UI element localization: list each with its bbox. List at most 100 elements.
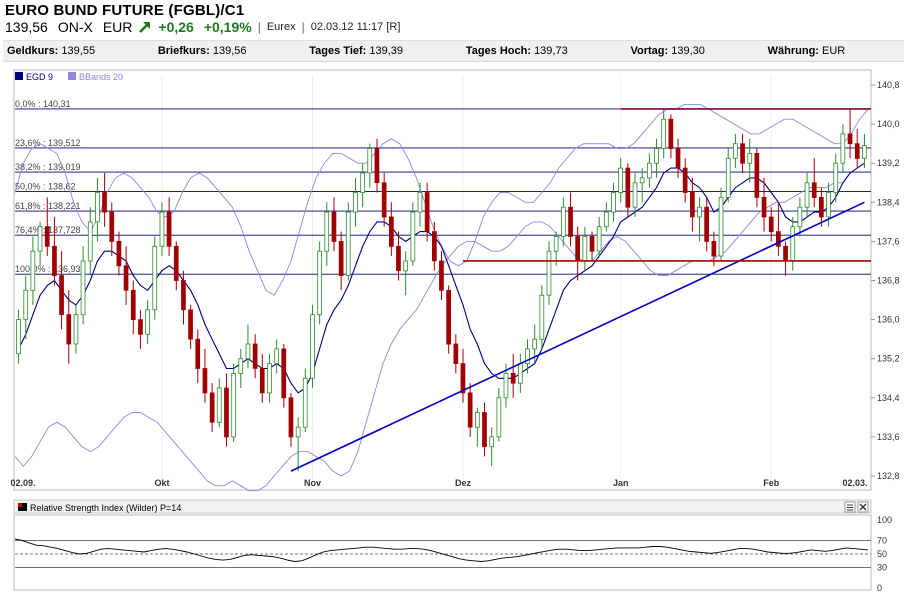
candle-body bbox=[116, 240, 122, 267]
candle-body bbox=[833, 162, 839, 193]
candle-body bbox=[331, 211, 337, 242]
rsi-y-tick-label: 0 bbox=[877, 583, 882, 593]
candle-body bbox=[138, 319, 143, 335]
last-price: 139,56 bbox=[5, 19, 48, 35]
fib-level-label: 100,0% : 136,93 bbox=[15, 264, 81, 274]
candle-body bbox=[589, 236, 595, 252]
y-tick-label: 140,0 bbox=[877, 119, 900, 129]
arrow-up-right-icon bbox=[138, 20, 152, 34]
candle-body bbox=[288, 397, 294, 438]
candle-body bbox=[639, 177, 645, 184]
candle-body bbox=[489, 436, 495, 448]
candle-body bbox=[654, 148, 659, 164]
rsi-y-tick-label: 50 bbox=[877, 549, 887, 559]
y-tick-label: 135,2 bbox=[877, 354, 900, 364]
candle-body bbox=[690, 192, 695, 218]
stat-currency: Währung: EUR bbox=[767, 45, 846, 57]
candle-body bbox=[181, 280, 186, 311]
candle-body bbox=[145, 309, 150, 335]
candle-body bbox=[59, 275, 64, 316]
stat-bid: Geldkurs: 139,55 bbox=[7, 45, 96, 57]
candle-body bbox=[460, 363, 466, 394]
candle-body bbox=[245, 343, 251, 360]
fib-level-label: 23,6% : 139,512 bbox=[15, 138, 81, 148]
candle-body bbox=[790, 226, 796, 262]
candle-body bbox=[159, 211, 165, 247]
candle-body bbox=[188, 309, 193, 340]
candle-body bbox=[568, 206, 573, 237]
rsi-close-icon[interactable] bbox=[857, 501, 869, 513]
quote-timestamp: 02.03.12 11:17 [R] bbox=[310, 21, 401, 33]
candle-body bbox=[661, 118, 667, 149]
rsi-chart-frame bbox=[13, 514, 872, 591]
candle-body bbox=[704, 206, 710, 242]
candle-body bbox=[596, 226, 602, 252]
candle-body bbox=[847, 133, 853, 145]
candle-body bbox=[123, 265, 129, 291]
candle-body bbox=[453, 343, 459, 365]
candle-body bbox=[353, 192, 358, 213]
candle-body bbox=[317, 250, 323, 316]
candle-body bbox=[396, 245, 401, 272]
candle-body bbox=[647, 162, 652, 179]
candle-body bbox=[618, 167, 624, 193]
candle-body bbox=[754, 152, 760, 198]
candle-body bbox=[274, 348, 280, 364]
candle-body bbox=[310, 314, 315, 379]
ema9-line bbox=[18, 162, 865, 394]
legend-ema: EGD 9 bbox=[26, 72, 53, 82]
rsi-path bbox=[14, 538, 869, 562]
candle-body bbox=[267, 363, 272, 394]
ema9-path bbox=[18, 162, 865, 394]
rsi-line bbox=[14, 538, 871, 568]
candle-body bbox=[80, 260, 86, 316]
rsi-menu-icon[interactable] bbox=[844, 501, 856, 513]
candle-body bbox=[797, 206, 803, 228]
fib-level-label: 61,8% : 138,221 bbox=[15, 201, 81, 211]
candle-body bbox=[281, 348, 287, 399]
y-tick-label: 140,8 bbox=[877, 80, 900, 90]
candle-body bbox=[611, 192, 616, 213]
x-tick-label: Feb bbox=[763, 478, 780, 488]
fib-level-label: 50,0% : 138,62 bbox=[15, 182, 76, 192]
candle-body bbox=[102, 192, 107, 213]
candle-body bbox=[338, 240, 344, 276]
rsi-legend-swatch-red bbox=[18, 503, 22, 507]
page-title: EURO BUND FUTURE (FGBL)/C1 bbox=[5, 2, 245, 19]
candle-body bbox=[439, 260, 444, 291]
candle-body bbox=[374, 148, 380, 184]
currency-code: EUR bbox=[102, 19, 133, 35]
candle-body bbox=[582, 236, 588, 262]
venue-code: ON-X bbox=[57, 19, 93, 35]
y-tick-label: 137,6 bbox=[877, 236, 900, 246]
y-tick-label: 134,4 bbox=[877, 393, 900, 403]
exchange-name: Eurex bbox=[266, 21, 296, 33]
candle-body bbox=[711, 240, 717, 257]
candle-body bbox=[166, 211, 172, 247]
candle-body bbox=[826, 192, 831, 218]
candle-body bbox=[417, 192, 423, 213]
rsi-panel: Relative Strength Index (Wilder) P=14 10… bbox=[13, 499, 892, 593]
rsi-y-tick-label: 70 bbox=[877, 535, 887, 545]
candle-body bbox=[862, 145, 867, 159]
stat-prev-close: Vortag: 139,30 bbox=[630, 45, 705, 57]
candle-body bbox=[30, 250, 36, 291]
candle-body bbox=[718, 196, 724, 257]
rsi-header-bar bbox=[13, 499, 872, 514]
candle-body bbox=[668, 118, 674, 149]
candle-body bbox=[52, 245, 57, 277]
x-tick-label: Jan bbox=[613, 478, 629, 488]
rsi-legend-swatch bbox=[18, 503, 27, 511]
x-tick-label: Okt bbox=[154, 478, 169, 488]
y-tick-label: 138,4 bbox=[877, 197, 900, 207]
candle-body bbox=[431, 231, 437, 262]
candle-body bbox=[195, 338, 201, 369]
candle-body bbox=[446, 289, 452, 345]
fib-level-label: 38,2% : 139,019 bbox=[15, 162, 81, 172]
candle-body bbox=[130, 289, 136, 320]
candle-body bbox=[575, 236, 581, 262]
stat-day-high: Tages Hoch: 139,73 bbox=[465, 45, 568, 57]
candle-body bbox=[840, 133, 846, 164]
fib-level-label: 0,0% : 140,31 bbox=[15, 99, 71, 109]
change-absolute: +0,26 bbox=[158, 19, 194, 35]
